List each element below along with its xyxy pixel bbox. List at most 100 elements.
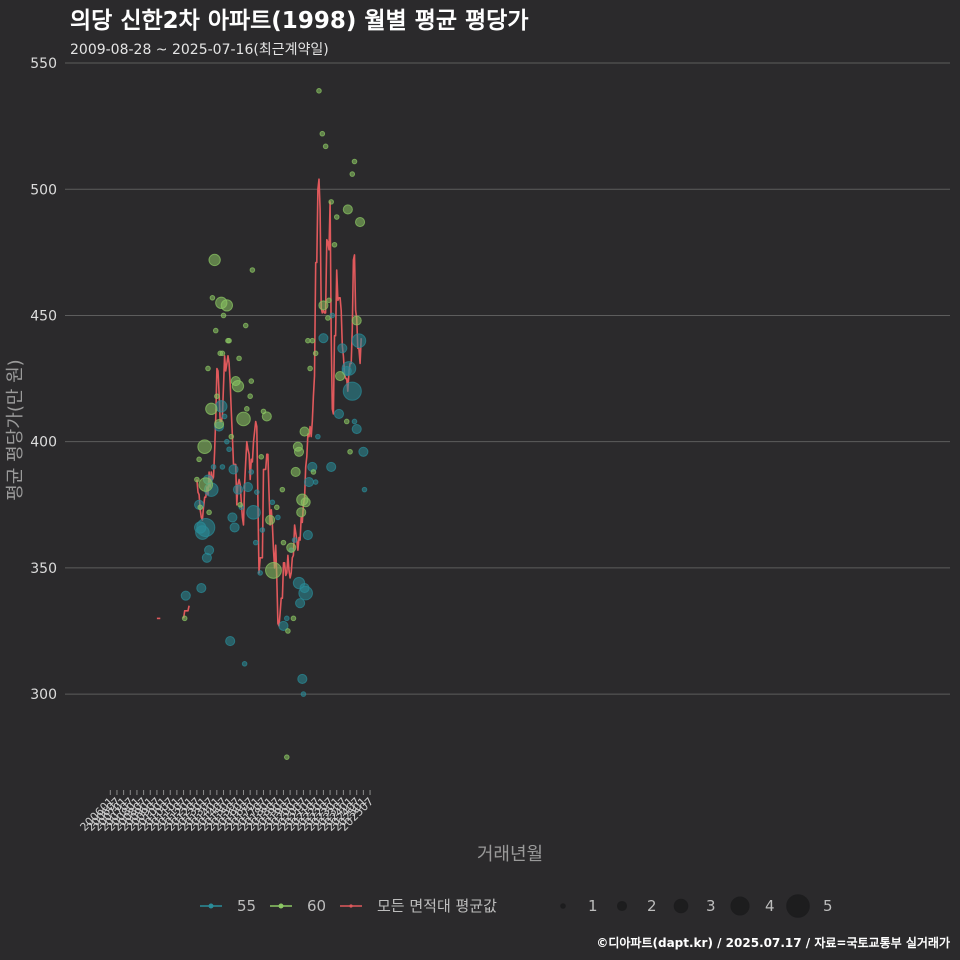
- point-60: [249, 267, 256, 273]
- average-line: [156, 178, 362, 627]
- point-60: [236, 411, 251, 427]
- y-axis-label: 평균 평당가(만 원): [5, 359, 26, 500]
- point-60: [196, 456, 202, 463]
- point-60: [349, 171, 356, 177]
- y-tick-label: 550: [30, 56, 57, 72]
- point-55: [283, 615, 290, 622]
- point-60: [310, 469, 317, 475]
- x-axis: 2006012006072007012007072008012008072009…: [78, 790, 376, 834]
- point-60: [220, 312, 227, 319]
- point-55: [303, 477, 315, 488]
- point-55: [329, 312, 336, 319]
- legend-size-key: [616, 900, 628, 912]
- point-60: [205, 402, 218, 416]
- point-60: [236, 355, 242, 362]
- point-55: [241, 660, 248, 667]
- point-60: [258, 454, 265, 460]
- data-points: [180, 88, 369, 760]
- point-55: [242, 482, 253, 493]
- point-55: [204, 545, 215, 556]
- point-60: [296, 507, 307, 518]
- legend-size-label: 1: [588, 897, 598, 915]
- point-60: [212, 327, 219, 334]
- point-55: [210, 464, 217, 470]
- point-55: [300, 691, 307, 697]
- point-60: [343, 418, 350, 425]
- point-55: [361, 486, 368, 493]
- point-55: [318, 333, 329, 344]
- point-60: [351, 158, 358, 165]
- point-55: [226, 446, 232, 453]
- point-55: [227, 512, 238, 523]
- point-55: [219, 464, 226, 470]
- point-55: [259, 527, 266, 533]
- y-tick-label: 400: [30, 435, 57, 451]
- legend-key-point: [278, 903, 284, 909]
- point-55: [225, 636, 236, 647]
- point-60: [181, 615, 188, 622]
- legend-size-label: 4: [765, 897, 775, 915]
- point-55: [297, 673, 308, 684]
- point-55: [180, 590, 191, 601]
- legend-label: 55: [237, 897, 256, 915]
- legend: 55 60 모든 면적대 평균값 1 2 3 4 5: [200, 894, 833, 918]
- point-60: [194, 476, 200, 483]
- chart-subtitle: 2009-08-28 ~ 2025-07-16(최근계약일): [70, 42, 329, 58]
- point-55: [298, 585, 313, 601]
- point-60: [305, 337, 311, 344]
- point-60: [265, 561, 282, 579]
- point-55: [351, 423, 362, 435]
- point-55: [196, 583, 207, 594]
- legend-size-label: 2: [647, 897, 657, 915]
- point-60: [237, 501, 243, 508]
- point-55: [351, 333, 367, 349]
- point-55: [312, 479, 319, 485]
- y-tick-label: 300: [30, 687, 57, 703]
- point-60: [219, 350, 226, 357]
- point-60: [248, 378, 255, 384]
- legend-label: 모든 면적대 평균값: [377, 897, 497, 915]
- point-60: [285, 628, 291, 634]
- point-60: [307, 365, 313, 372]
- point-55: [302, 530, 313, 541]
- chart-title: 의당 신한2차 아파트(1998) 월별 평균 평당가: [70, 8, 528, 34]
- point-55: [275, 514, 281, 521]
- legend-label: 60: [307, 897, 326, 915]
- point-60: [261, 411, 272, 422]
- point-55: [278, 620, 289, 631]
- point-60: [347, 448, 353, 455]
- legend-size-label: 3: [706, 897, 716, 915]
- point-60: [319, 130, 326, 137]
- point-60: [322, 143, 329, 150]
- point-60: [265, 514, 276, 525]
- legend-size-key: [786, 894, 810, 918]
- gridlines: [65, 62, 950, 695]
- point-60: [220, 299, 234, 312]
- point-60: [209, 294, 216, 301]
- point-55: [248, 469, 255, 475]
- point-55: [333, 408, 345, 419]
- point-60: [316, 88, 322, 94]
- point-55: [315, 433, 321, 440]
- point-55: [342, 381, 362, 401]
- point-60: [242, 322, 249, 329]
- point-60: [226, 337, 232, 344]
- point-60: [299, 426, 310, 437]
- point-60: [274, 504, 280, 511]
- x-axis-label: 거래년월: [477, 844, 543, 865]
- point-60: [197, 439, 212, 455]
- legend-size-key: [730, 896, 750, 916]
- point-55: [252, 539, 259, 546]
- y-axis: 300 350 400 450 500 550: [30, 56, 57, 703]
- point-60: [214, 393, 220, 400]
- point-55: [257, 570, 263, 576]
- legend-size-label: 5: [823, 897, 833, 915]
- point-55: [232, 484, 243, 495]
- point-60: [300, 497, 311, 508]
- legend-key-point: [349, 904, 353, 908]
- point-60: [206, 509, 212, 516]
- point-60: [290, 615, 297, 622]
- point-55: [215, 400, 228, 413]
- point-60: [247, 393, 253, 400]
- point-60: [286, 542, 297, 553]
